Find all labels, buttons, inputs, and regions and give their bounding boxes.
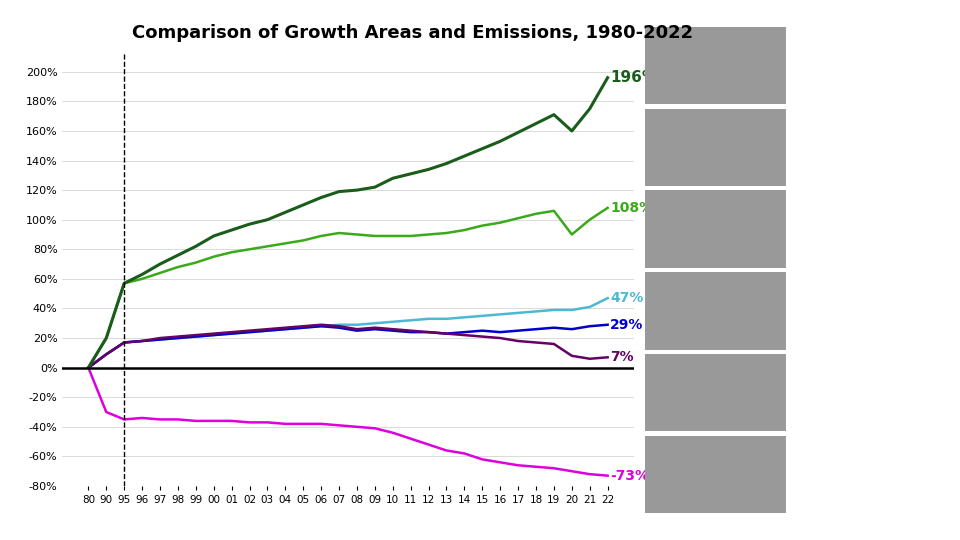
Text: CO₂ Emissions: CO₂ Emissions — [801, 388, 889, 397]
Bar — [645, 272, 785, 349]
Bar — [645, 27, 785, 104]
Text: 7%: 7% — [611, 350, 634, 365]
Text: 29%: 29% — [611, 318, 644, 332]
Bar — [645, 436, 785, 513]
Text: Vehicles Miles Traveled: Vehicles Miles Traveled — [801, 143, 947, 152]
Bar — [645, 109, 785, 186]
Bar — [645, 354, 785, 431]
Text: Energy Consumption: Energy Consumption — [801, 306, 930, 316]
Text: 47%: 47% — [611, 291, 644, 305]
Text: Comparison of Growth Areas and Emissions, 1980-2022: Comparison of Growth Areas and Emissions… — [132, 24, 693, 42]
Text: Gross Domestic Product: Gross Domestic Product — [801, 60, 951, 71]
Text: 108%: 108% — [611, 201, 654, 215]
Bar — [645, 191, 785, 268]
Text: Population: Population — [801, 224, 868, 234]
Text: 196%: 196% — [611, 70, 658, 85]
Text: -73%: -73% — [611, 469, 649, 483]
Text: Aggregate Emissions
(Six Common Pollutants): Aggregate Emissions (Six Common Pollutan… — [801, 463, 955, 485]
